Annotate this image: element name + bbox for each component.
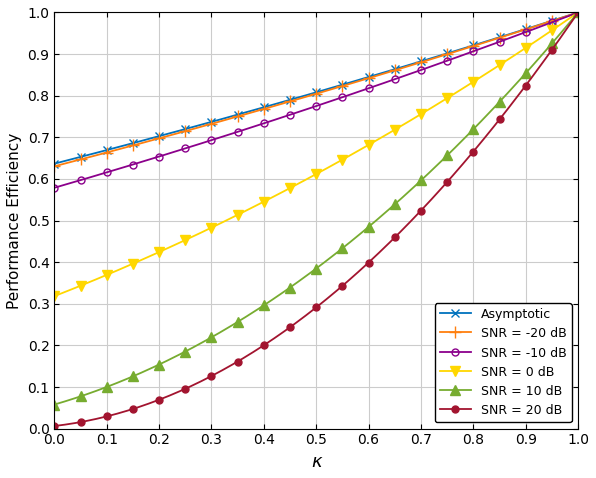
SNR = 20 dB [98, 415, 105, 421]
SNR = 10 dB [242, 314, 249, 320]
SNR = -20 dB [242, 111, 249, 117]
SNR = -20 dB [51, 163, 58, 169]
SNR = -10 dB [54, 184, 61, 190]
SNR = -20 dB [271, 103, 278, 109]
Asymptotic [54, 160, 61, 166]
SNR = -10 dB [242, 126, 249, 132]
SNR = 10 dB [575, 10, 582, 15]
SNR = -10 dB [98, 171, 105, 177]
Line: SNR = 10 dB: SNR = 10 dB [49, 8, 583, 410]
SNR = 0 dB [51, 293, 58, 299]
SNR = 0 dB [98, 274, 105, 280]
SNR = -20 dB [334, 85, 341, 90]
SNR = 10 dB [530, 62, 537, 67]
Line: SNR = 20 dB: SNR = 20 dB [51, 9, 582, 430]
SNR = 20 dB [54, 423, 61, 429]
SNR = -10 dB [51, 185, 58, 191]
SNR = -10 dB [530, 26, 537, 32]
SNR = 20 dB [530, 72, 537, 78]
Asymptotic [51, 161, 58, 166]
SNR = -10 dB [575, 10, 582, 15]
SNR = -10 dB [271, 117, 278, 123]
SNR = -20 dB [54, 163, 61, 168]
SNR = -20 dB [530, 24, 537, 30]
Line: Asymptotic: Asymptotic [50, 8, 582, 168]
Line: SNR = -20 dB: SNR = -20 dB [49, 7, 583, 172]
SNR = -20 dB [98, 151, 105, 157]
Line: SNR = 0 dB: SNR = 0 dB [49, 8, 583, 301]
SNR = 10 dB [271, 295, 278, 301]
SNR = 20 dB [334, 287, 341, 293]
SNR = 10 dB [98, 386, 105, 392]
Legend: Asymptotic, SNR = -20 dB, SNR = -10 dB, SNR = 0 dB, SNR = 10 dB, SNR = 20 dB: Asymptotic, SNR = -20 dB, SNR = -10 dB, … [435, 303, 572, 423]
Asymptotic [530, 24, 537, 30]
Asymptotic [334, 83, 341, 89]
SNR = 20 dB [271, 336, 278, 341]
SNR = 0 dB [242, 208, 249, 214]
SNR = 0 dB [530, 40, 537, 45]
SNR = 0 dB [575, 10, 582, 15]
SNR = 10 dB [51, 402, 58, 407]
Asymptotic [271, 101, 278, 107]
SNR = 0 dB [334, 160, 341, 165]
SNR = 0 dB [54, 292, 61, 298]
Y-axis label: Performance Efficiency: Performance Efficiency [7, 132, 22, 309]
SNR = 20 dB [51, 423, 58, 429]
SNR = 20 dB [575, 10, 582, 15]
SNR = 10 dB [334, 250, 341, 255]
Asymptotic [575, 10, 582, 15]
Asymptotic [242, 109, 249, 115]
SNR = 0 dB [271, 194, 278, 199]
X-axis label: κ: κ [311, 453, 321, 471]
Line: SNR = -10 dB: SNR = -10 dB [51, 9, 582, 191]
SNR = -10 dB [334, 96, 341, 102]
SNR = 20 dB [242, 354, 249, 359]
SNR = 10 dB [54, 401, 61, 407]
SNR = -20 dB [575, 10, 582, 15]
Asymptotic [98, 149, 105, 154]
